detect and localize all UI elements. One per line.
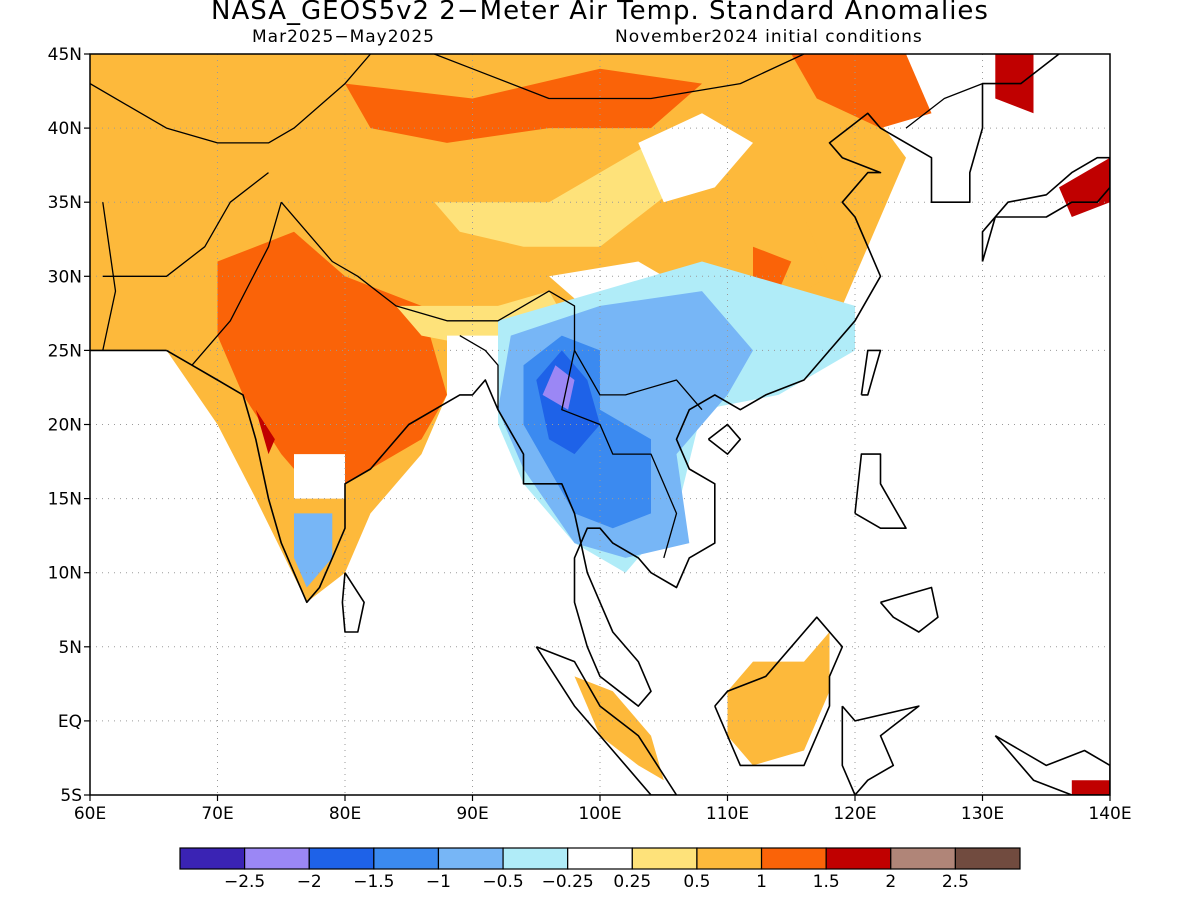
anomaly-region	[638, 113, 753, 203]
anomaly-region	[434, 142, 677, 247]
border-pakistan-india	[191, 202, 282, 366]
colorbar-swatch	[825, 847, 892, 870]
anomaly-region	[1071, 780, 1110, 795]
anomaly-region	[574, 676, 664, 781]
figure-title: NASA_GEOS5v2 2−Meter Air Temp. Standard …	[211, 0, 989, 26]
x-tick-label: 70E	[201, 804, 233, 824]
x-tick-label: 100E	[578, 804, 621, 824]
border-afghanistan	[102, 172, 269, 277]
y-tick-label: 5N	[58, 638, 82, 658]
anomaly-region	[727, 632, 830, 766]
anomaly-region	[345, 68, 702, 143]
initial-conditions-subtitle: November2024 initial conditions	[615, 27, 923, 47]
anomaly-fill-layer	[90, 54, 1110, 795]
x-tick-label: 110E	[706, 804, 749, 824]
y-tick-label: 30N	[48, 267, 82, 287]
colorbar-label: −1	[426, 872, 451, 892]
anomaly-region	[791, 54, 932, 129]
colorbar-swatch	[567, 847, 633, 870]
anomaly-region	[542, 365, 575, 410]
colorbar-label: 2	[885, 872, 896, 892]
y-tick-label: 40N	[48, 119, 82, 139]
y-tick-label: 5S	[60, 786, 82, 806]
coastline-layer	[90, 54, 1110, 795]
coastline-luzon	[854, 453, 907, 530]
colorbar-swatch	[954, 847, 1021, 870]
coastline-hainan	[707, 423, 742, 455]
colorbar-swatch	[760, 847, 827, 870]
coastline-india	[166, 54, 1060, 707]
y-tick-label: 15N	[48, 490, 82, 510]
coastline-new-guinea	[994, 735, 1110, 795]
colorbar-label: −1.5	[353, 872, 394, 892]
colorbar-label: −2	[297, 872, 322, 892]
colorbar-label: −2.5	[224, 872, 265, 892]
coastline-sumatra	[535, 646, 678, 795]
y-tick-label: 25N	[48, 341, 82, 361]
x-tick-label: 120E	[833, 804, 876, 824]
x-tick-label: 80E	[329, 804, 361, 824]
border-himalaya	[280, 201, 703, 411]
coastline-mindanao	[879, 586, 939, 633]
colorbar-label: 1	[756, 872, 767, 892]
forecast-period-subtitle: Mar2025−May2025	[252, 27, 435, 47]
border-iran	[102, 202, 117, 351]
anomaly-region	[447, 335, 498, 395]
x-tick-label: 90E	[456, 804, 488, 824]
anomaly-region	[294, 513, 333, 588]
border-bangladesh	[459, 335, 499, 410]
colorbar-swatch	[631, 847, 698, 870]
border-china-mongolia	[434, 54, 805, 100]
colorbar-swatch	[502, 847, 569, 870]
x-tick-label: 130E	[961, 804, 1004, 824]
anomaly-region	[217, 231, 447, 499]
x-tick-label: 60E	[74, 804, 106, 824]
coastline-sulawesi	[841, 705, 920, 795]
y-tick-label: 10N	[48, 564, 82, 584]
y-tick-label: 20N	[48, 416, 82, 436]
colorbar-label: 0.5	[683, 872, 710, 892]
anomaly-region	[294, 454, 345, 499]
colorbar-swatch	[696, 847, 763, 870]
coastline-sri-lanka	[341, 572, 365, 633]
colorbar-swatch	[179, 847, 246, 870]
coastline-japan	[981, 156, 1110, 262]
colorbar-label: 2.5	[942, 872, 969, 892]
colorbar-label: −0.25	[542, 872, 594, 892]
plot-frame	[89, 53, 1111, 796]
y-tick-label: 45N	[48, 45, 82, 65]
colorbar-swatch	[437, 847, 504, 870]
colorbar-swatch	[308, 847, 375, 870]
colorbar-label: 1.5	[813, 872, 840, 892]
axis-ticks: 60E 70E 80E 90E 100E 110E 120E 130E 140E 45N 40N 35…	[48, 45, 1132, 824]
border-myanmar-laos-thailand	[561, 350, 678, 559]
anomaly-region	[255, 409, 275, 455]
border-central-asia	[90, 54, 371, 144]
colorbar-swatch	[890, 847, 956, 870]
x-tick-label: 140E	[1088, 804, 1131, 824]
coastline-taiwan	[860, 349, 882, 396]
border-korea-china	[905, 82, 983, 129]
coastline-borneo	[714, 616, 844, 767]
y-tick-label: EQ	[58, 712, 82, 732]
y-tick-label: 35N	[48, 193, 82, 213]
colorbar-label: −0.5	[482, 872, 523, 892]
colorbar-swatch	[373, 847, 440, 870]
colorbar-label: 0.25	[613, 872, 651, 892]
colorbar: −2.5 −2 −1.5 −1 −0.5 −0.25 0.25 0.5 1 1.5 2 2.5	[179, 847, 1021, 892]
colorbar-swatch	[244, 847, 310, 870]
